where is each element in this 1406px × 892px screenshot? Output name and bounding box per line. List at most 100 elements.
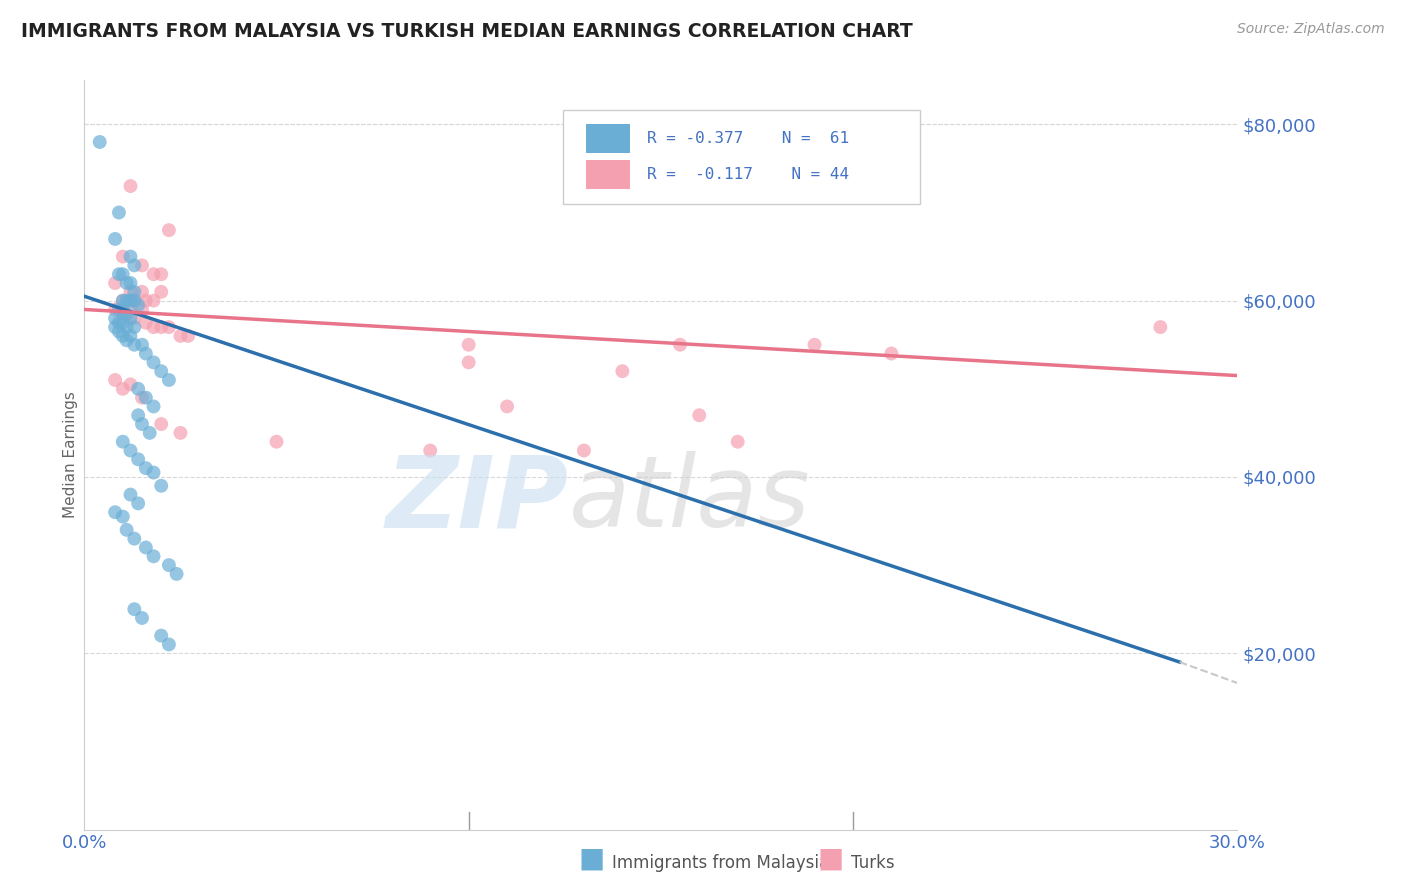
Point — [104, 302, 127, 317]
Point — [124, 602, 146, 616]
Point — [157, 223, 180, 237]
Point — [419, 443, 441, 458]
Point — [142, 355, 165, 369]
Bar — [586, 161, 630, 189]
Point — [150, 285, 173, 299]
Point — [115, 523, 138, 537]
Point — [120, 487, 142, 501]
Text: ■: ■ — [817, 845, 844, 872]
Point — [120, 377, 142, 392]
Point — [135, 461, 157, 475]
Point — [1149, 320, 1171, 334]
Text: ZIP: ZIP — [385, 451, 568, 549]
Text: Source: ZipAtlas.com: Source: ZipAtlas.com — [1237, 22, 1385, 37]
Point — [124, 259, 146, 273]
Point — [169, 425, 191, 440]
Point — [135, 541, 157, 555]
Point — [131, 417, 153, 431]
Point — [111, 302, 134, 317]
Point — [135, 316, 157, 330]
Point — [108, 267, 131, 281]
Point — [108, 316, 131, 330]
Point — [120, 311, 142, 326]
Point — [127, 452, 149, 467]
Point — [111, 509, 134, 524]
Point — [157, 320, 180, 334]
Point — [127, 298, 149, 312]
Point — [131, 391, 153, 405]
Bar — [586, 125, 630, 153]
Point — [120, 329, 142, 343]
Point — [131, 611, 153, 625]
Point — [124, 320, 146, 334]
Text: Turks: Turks — [851, 855, 894, 872]
Point — [127, 382, 149, 396]
Point — [688, 409, 710, 423]
Point — [115, 276, 138, 290]
Point — [111, 293, 134, 308]
Point — [142, 549, 165, 564]
Point — [111, 329, 134, 343]
Y-axis label: Median Earnings: Median Earnings — [63, 392, 77, 518]
Point — [104, 320, 127, 334]
Text: ■: ■ — [578, 845, 605, 872]
Point — [111, 307, 134, 321]
Point — [142, 466, 165, 480]
Point — [120, 443, 142, 458]
Point — [266, 434, 288, 449]
Point — [115, 320, 138, 334]
Point — [104, 311, 127, 326]
Point — [150, 364, 173, 378]
Text: atlas: atlas — [568, 451, 810, 549]
Point — [880, 346, 903, 360]
Point — [104, 373, 127, 387]
Point — [727, 434, 749, 449]
Point — [135, 293, 157, 308]
Point — [135, 391, 157, 405]
Point — [108, 325, 131, 339]
Point — [131, 337, 153, 351]
Point — [669, 337, 692, 351]
Point — [127, 496, 149, 510]
Point — [496, 400, 519, 414]
Point — [127, 409, 149, 423]
Point — [120, 293, 142, 308]
Point — [177, 329, 200, 343]
Point — [157, 373, 180, 387]
Point — [111, 250, 134, 264]
Point — [138, 425, 160, 440]
Point — [457, 355, 479, 369]
Point — [142, 267, 165, 281]
Point — [124, 532, 146, 546]
Point — [142, 293, 165, 308]
Point — [115, 307, 138, 321]
Text: Immigrants from Malaysia: Immigrants from Malaysia — [612, 855, 828, 872]
Point — [104, 505, 127, 519]
Point — [124, 293, 146, 308]
Point — [124, 311, 146, 326]
Point — [457, 337, 479, 351]
Point — [89, 135, 111, 149]
Point — [572, 443, 595, 458]
Point — [104, 232, 127, 246]
Point — [803, 337, 825, 351]
Point — [111, 267, 134, 281]
Point — [157, 558, 180, 573]
Point — [150, 629, 173, 643]
Point — [120, 179, 142, 194]
Point — [111, 293, 134, 308]
Point — [108, 302, 131, 317]
Text: R =  -0.117    N = 44: R = -0.117 N = 44 — [647, 167, 849, 182]
Point — [131, 285, 153, 299]
FancyBboxPatch shape — [562, 111, 921, 204]
Point — [150, 417, 173, 431]
Point — [111, 382, 134, 396]
Point — [157, 637, 180, 651]
Point — [108, 205, 131, 219]
Point — [142, 320, 165, 334]
Point — [115, 334, 138, 348]
Point — [131, 259, 153, 273]
Point — [124, 293, 146, 308]
Text: IMMIGRANTS FROM MALAYSIA VS TURKISH MEDIAN EARNINGS CORRELATION CHART: IMMIGRANTS FROM MALAYSIA VS TURKISH MEDI… — [21, 22, 912, 41]
Point — [166, 566, 188, 581]
